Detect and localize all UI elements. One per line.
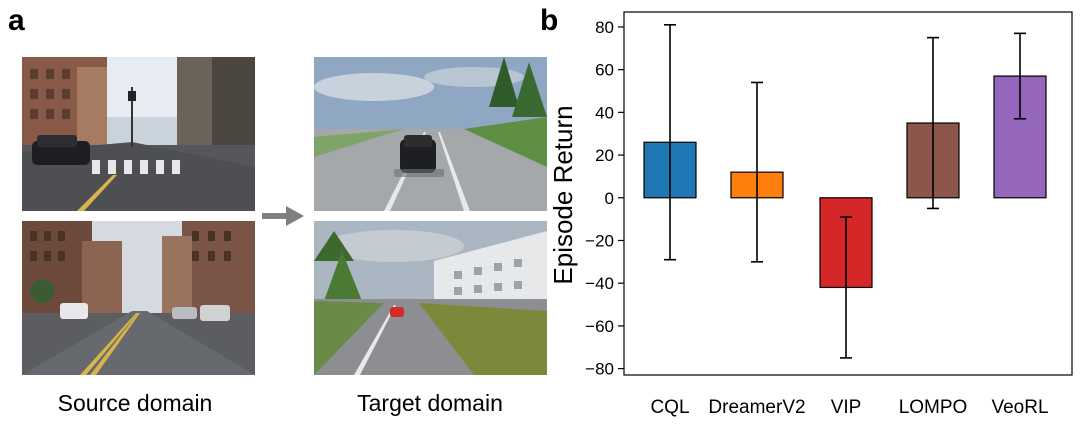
y-tick-label: −60: [585, 317, 614, 336]
y-tick-label: −40: [585, 274, 614, 293]
y-axis-label: Episode Return: [548, 105, 578, 284]
source-domain-caption: Source domain: [57, 390, 213, 416]
target-domain-caption: Target domain: [357, 390, 503, 416]
x-tick-label-veorl: VeoRL: [991, 397, 1048, 418]
x-tick-label-cql: CQL: [650, 397, 689, 418]
y-tick-label: −80: [585, 360, 614, 379]
y-tick-label: 60: [595, 61, 614, 80]
source-city-street-photo-1: [22, 57, 255, 211]
y-tick-label: 20: [595, 146, 614, 165]
y-tick-label: 40: [595, 103, 614, 122]
target-sim-road-photo-1: [314, 57, 547, 211]
x-tick-label-dreamerv2: DreamerV2: [708, 397, 805, 418]
x-tick-label-lompo: LOMPO: [899, 397, 968, 418]
y-tick-label: 80: [595, 18, 614, 37]
panel-label-b: b: [540, 4, 559, 37]
source-city-street-photo-2: [22, 221, 255, 375]
target-sim-road-photo-2: [314, 221, 547, 375]
x-tick-label-vip: VIP: [831, 397, 862, 418]
episode-return-bar-chart: −80 −60 −40 −20 0 20 40 60 80 CQL DreamerV2 VIP LOM…: [548, 11, 1073, 418]
right-arrow-icon: [262, 206, 304, 226]
y-tick-label: 0: [605, 189, 614, 208]
panel-label-a: a: [8, 4, 25, 37]
plot-area-frame: [623, 11, 1073, 376]
y-tick-label: −20: [585, 231, 614, 250]
